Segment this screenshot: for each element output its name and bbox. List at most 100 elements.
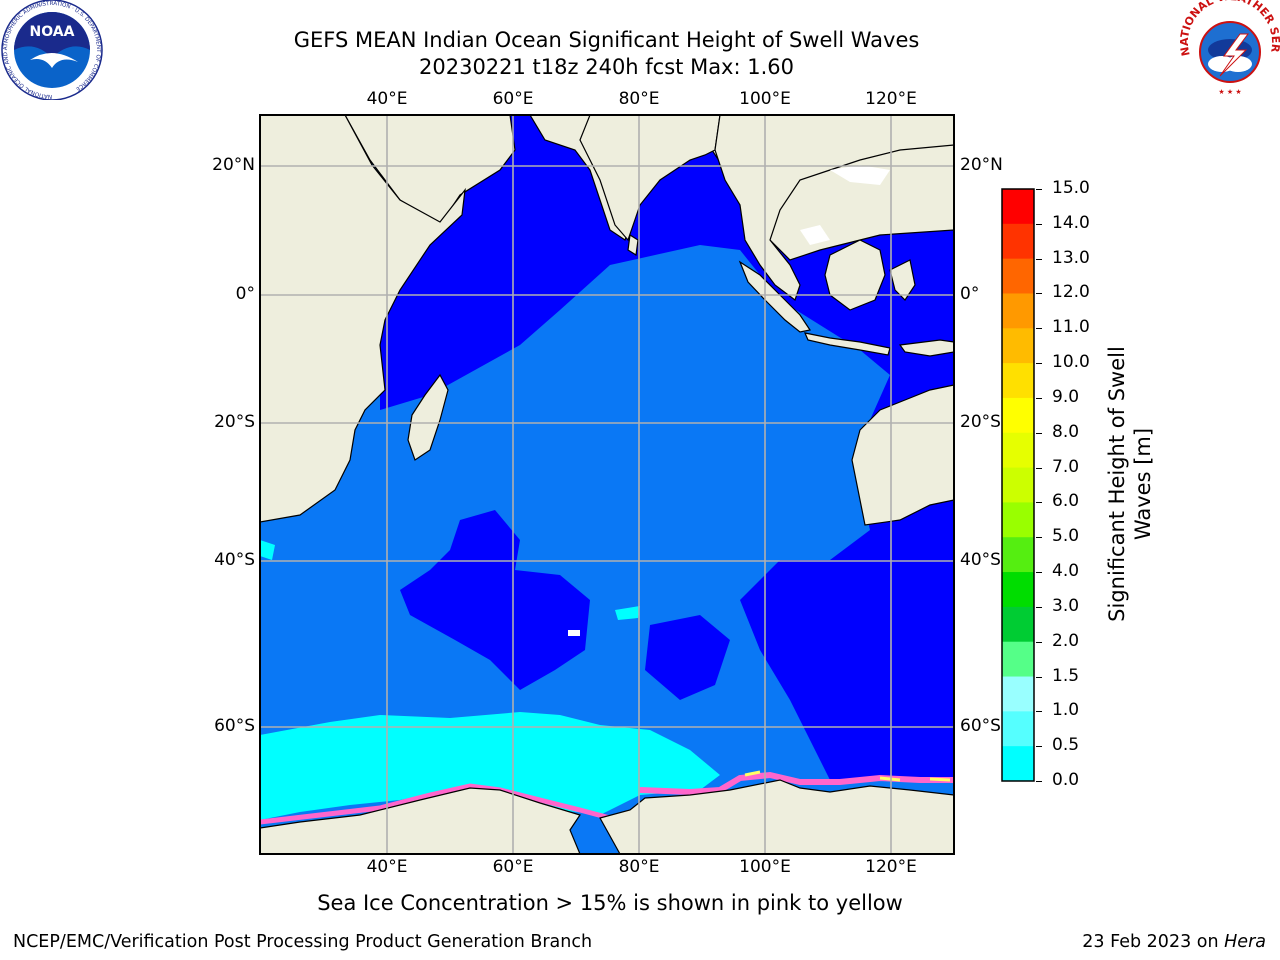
colorbar: [1001, 188, 1035, 782]
colorbar-tick-label: 12.0: [1052, 282, 1090, 303]
colorbar-tick-label: 8.0: [1052, 421, 1080, 442]
ocean-swell-0.5-1.0: [285, 500, 345, 575]
lat-tick-left: 20°S: [214, 412, 255, 432]
colorbar-tick-label: 13.0: [1052, 247, 1090, 268]
colorbar-cell: [1002, 467, 1034, 503]
lon-tick-top: 100°E: [739, 89, 791, 109]
colorbar-cell: [1002, 572, 1034, 608]
colorbar-cell: [1002, 363, 1034, 399]
sea-ice-edge: [260, 783, 611, 825]
lat-tick-right: 20°S: [960, 412, 1001, 432]
colorbar-tick: [1036, 328, 1042, 330]
colorbar-tick-label: 4.0: [1052, 561, 1080, 582]
colorbar-tick: [1036, 467, 1042, 469]
colorbar-tick-label: 7.0: [1052, 456, 1080, 477]
footer-date-text: 23 Feb 2023 on: [1082, 932, 1225, 952]
colorbar-tick: [1036, 676, 1042, 678]
colorbar-tick: [1036, 397, 1042, 399]
no-data-spots: [568, 165, 890, 636]
ocean-swell-1.0-1.5: [260, 540, 275, 560]
colorbar-tick-label: 6.0: [1052, 491, 1080, 512]
colorbar-tick: [1036, 537, 1042, 539]
colorbar-cell: [1002, 258, 1034, 294]
ocean-swell-0-0.5-patch: [400, 510, 590, 690]
colorbar-cell: [1002, 606, 1034, 643]
colorbar-cell: [1002, 432, 1034, 469]
map-title-line2: 20230221 t18z 240h fcst Max: 1.60: [419, 55, 794, 79]
lat-tick-right: 0°: [960, 284, 980, 304]
colorbar-tick: [1036, 363, 1042, 365]
sea-ice-edge-high: [744, 770, 951, 782]
colorbar-title-line1: Significant Height of Swell: [1105, 346, 1129, 622]
colorbar-tick-label: 1.0: [1052, 700, 1080, 721]
colorbar-tick: [1036, 502, 1042, 504]
lon-tick-bottom: 120°E: [865, 857, 917, 877]
colorbar-cell: [1002, 711, 1034, 747]
colorbar-tick: [1036, 746, 1042, 748]
colorbar-tick-label: 14.0: [1052, 212, 1090, 233]
sea-ice-note: Sea Ice Concentration > 15% is shown in …: [317, 891, 903, 915]
colorbar-tick: [1036, 781, 1042, 782]
map-frame: [259, 114, 955, 855]
colorbar-title-line2: Waves [m]: [1131, 427, 1155, 541]
colorbar-tick-label: 3.0: [1052, 595, 1080, 616]
colorbar-tick: [1036, 223, 1042, 225]
colorbar-tick: [1036, 641, 1042, 643]
colorbar-tick-label: 11.0: [1052, 317, 1090, 338]
lon-tick-bottom: 60°E: [492, 857, 534, 877]
lon-tick-top: 60°E: [492, 89, 534, 109]
colorbar-cell: [1002, 397, 1034, 434]
colorbar-tick-label: 1.5: [1052, 665, 1080, 686]
svg-text:NOAA: NOAA: [30, 24, 75, 40]
colorbar-tick: [1036, 572, 1042, 574]
land: [260, 115, 954, 854]
noaa-logo: NOAA NATIONAL OCEANIC AND ATMOSPHERIC AD…: [1, 0, 103, 100]
colorbar-cell: [1002, 502, 1034, 538]
colorbar-tick: [1036, 606, 1042, 608]
footer-date: 23 Feb 2023 on Hera: [1082, 932, 1266, 952]
graticule: [260, 115, 954, 854]
nws-logo: NATIONAL WEATHER SERVICE ★ ★ ★: [1180, 0, 1280, 98]
colorbar-cell: [1002, 293, 1034, 329]
footer-machine: Hera: [1224, 932, 1266, 952]
ocean-swell-0-0.5-southeast: [740, 490, 954, 780]
lon-tick-top: 80°E: [618, 89, 660, 109]
ocean-swell-1.0-1.5: [260, 712, 720, 820]
lat-tick-left: 40°S: [214, 550, 255, 570]
colorbar-tick-label: 15.0: [1052, 178, 1090, 198]
lat-tick-left: 60°S: [214, 716, 255, 736]
lat-tick-right: 20°N: [960, 155, 1003, 175]
colorbar-tick-label: 10.0: [1052, 352, 1090, 373]
lon-tick-bottom: 80°E: [618, 857, 660, 877]
colorbar-cell: [1002, 676, 1034, 712]
colorbar-tick-label: 5.0: [1052, 526, 1080, 547]
colorbar-cell: [1002, 328, 1034, 364]
lat-tick-right: 60°S: [960, 716, 1001, 736]
colorbar-tick: [1036, 189, 1042, 190]
colorbar-title: Significant Height of Swell Waves [m]: [1104, 334, 1156, 634]
colorbar-tick-label: 9.0: [1052, 386, 1080, 407]
colorbar-tick-label: 0.5: [1052, 735, 1080, 756]
colorbar-tick: [1036, 711, 1042, 713]
map-title-line1: GEFS MEAN Indian Ocean Significant Heigh…: [293, 28, 920, 52]
lon-tick-top: 40°E: [366, 89, 408, 109]
ocean-swell-0-0.5-patch: [645, 615, 730, 700]
svg-text:★ ★ ★: ★ ★ ★: [1218, 88, 1241, 96]
colorbar-cell: [1002, 537, 1034, 573]
colorbar-cell: [1002, 189, 1034, 225]
lon-tick-bottom: 40°E: [366, 857, 408, 877]
colorbar-tick-label: 0.0: [1052, 770, 1080, 790]
colorbar-cell: [1002, 746, 1034, 782]
colorbar-tick-label: 2.0: [1052, 630, 1080, 651]
lat-tick-left: 20°N: [212, 155, 255, 175]
lat-tick-left: 0°: [235, 284, 255, 304]
colorbar-cell: [1002, 223, 1034, 260]
footer-credit: NCEP/EMC/Verification Post Processing Pr…: [13, 932, 593, 952]
colorbar-cell: [1002, 641, 1034, 678]
colorbar-tick: [1036, 432, 1042, 434]
colorbar-tick: [1036, 293, 1042, 295]
lat-tick-right: 40°S: [960, 550, 1001, 570]
lon-tick-bottom: 100°E: [739, 857, 791, 877]
lon-tick-top: 120°E: [865, 89, 917, 109]
